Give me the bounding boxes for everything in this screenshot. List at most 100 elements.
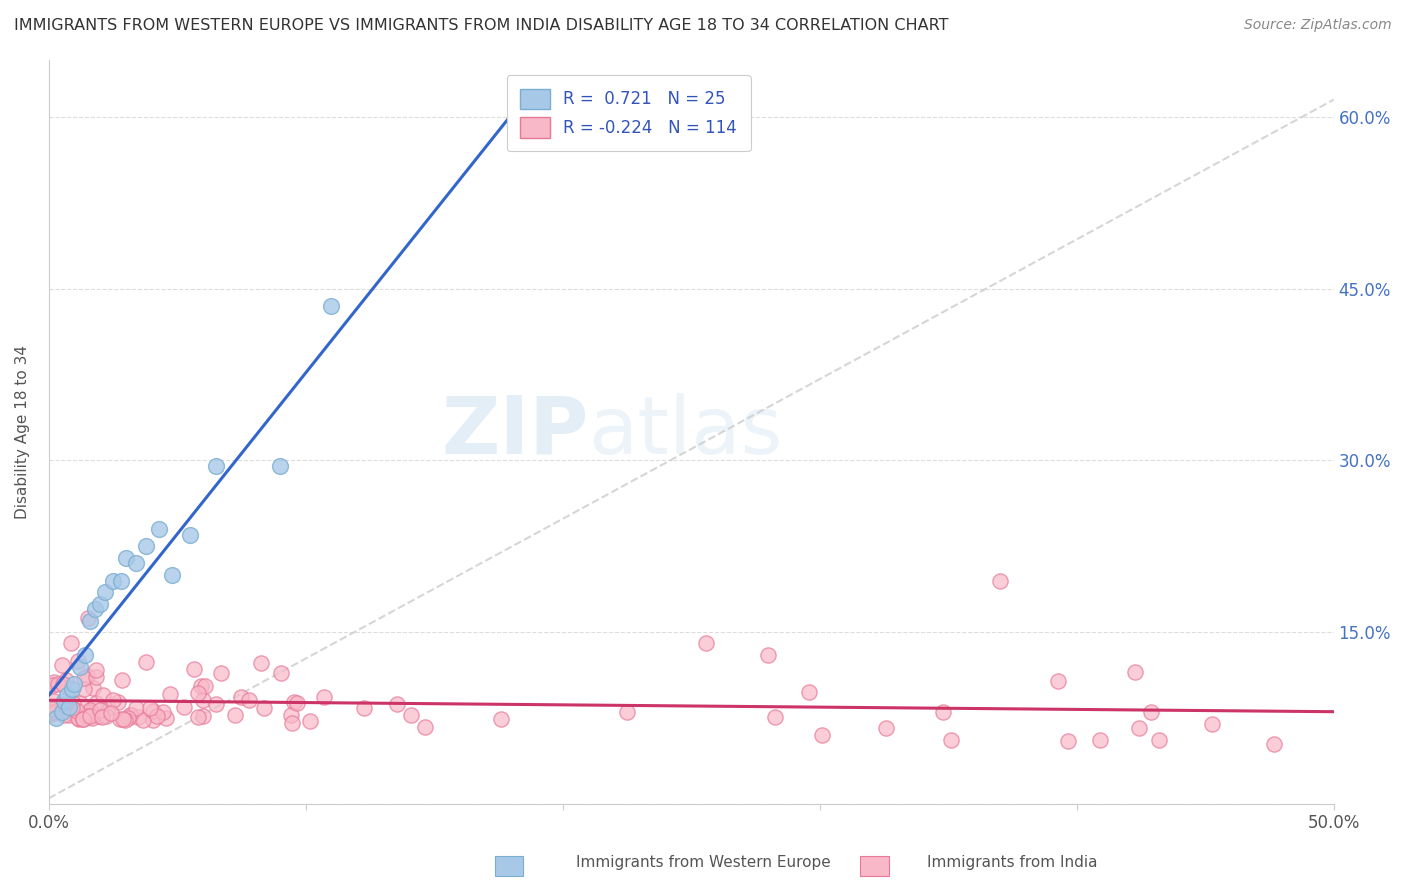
Point (58, 707, 80, 722)
Point (321, 299, 343, 313)
Point (89, 703, 111, 717)
Point (67, 712, 90, 726)
Point (82, 707, 104, 722)
Point (1046, 673, 1069, 688)
Point (93, 688, 115, 702)
Point (142, 704, 165, 718)
Point (152, 705, 174, 719)
Point (86, 696, 108, 710)
Point (280, 707, 302, 722)
Point (82, 711, 104, 725)
Point (810, 729, 832, 743)
Point (77, 611, 100, 625)
Point (932, 706, 955, 720)
Point (142, 713, 165, 727)
Point (231, 690, 253, 704)
Point (224, 708, 246, 723)
Point (756, 648, 779, 662)
Point (108, 712, 131, 726)
Point (159, 687, 181, 701)
Point (79, 708, 101, 723)
Text: Immigrants from Western Europe: Immigrants from Western Europe (575, 855, 831, 870)
Text: Source: ZipAtlas.com: Source: ZipAtlas.com (1244, 18, 1392, 32)
Text: ZIP: ZIP (441, 392, 588, 471)
Point (1123, 665, 1146, 680)
Point (127, 710, 149, 724)
Point (1140, 706, 1163, 720)
Point (60, 682, 83, 697)
Point (79, 614, 101, 628)
Point (283, 696, 305, 710)
Point (135, 655, 157, 669)
Point (139, 701, 162, 715)
Point (1057, 734, 1080, 748)
Point (89, 708, 111, 723)
Point (44, 705, 66, 719)
Point (353, 701, 375, 715)
Point (73, 648, 96, 662)
Point (148, 522, 170, 536)
Point (110, 574, 132, 588)
Point (62, 697, 84, 711)
Point (100, 706, 122, 720)
Point (875, 722, 897, 736)
Point (413, 720, 436, 734)
Point (52, 677, 75, 691)
Point (72, 712, 94, 726)
Point (385, 698, 408, 712)
Point (41, 706, 63, 721)
Point (42, 693, 65, 707)
Point (55, 673, 77, 687)
Text: IMMIGRANTS FROM WESTERN EUROPE VS IMMIGRANTS FROM INDIA DISABILITY AGE 18 TO 34 : IMMIGRANTS FROM WESTERN EUROPE VS IMMIGR… (14, 18, 949, 33)
Point (269, 459, 291, 474)
Point (253, 701, 276, 715)
Point (120, 707, 142, 722)
Point (53, 707, 76, 722)
Point (280, 716, 302, 731)
Point (1088, 733, 1111, 747)
Point (312, 690, 335, 705)
Point (91, 710, 114, 724)
Point (76, 669, 98, 683)
Point (125, 557, 148, 571)
Point (191, 708, 214, 723)
Point (191, 692, 214, 706)
Point (135, 539, 157, 553)
Point (238, 693, 260, 707)
Point (86, 663, 108, 677)
Point (84, 670, 107, 684)
Point (187, 710, 209, 724)
Point (59, 635, 82, 649)
Y-axis label: Disability Age 18 to 34: Disability Age 18 to 34 (15, 345, 30, 519)
Point (111, 712, 134, 726)
Point (1147, 733, 1170, 747)
Point (763, 709, 786, 723)
Point (204, 459, 226, 474)
Point (42, 678, 65, 692)
Point (111, 673, 134, 687)
Point (990, 574, 1012, 588)
Point (51, 657, 73, 672)
Text: Immigrants from India: Immigrants from India (927, 855, 1098, 870)
Point (124, 700, 146, 714)
Point (73, 671, 96, 685)
Point (75, 709, 97, 723)
Point (616, 705, 638, 719)
Point (285, 696, 308, 710)
Point (82, 681, 104, 695)
Point (183, 662, 205, 676)
Point (799, 685, 821, 699)
Point (117, 710, 139, 724)
Point (66, 704, 89, 718)
Point (489, 712, 512, 726)
Text: atlas: atlas (588, 392, 783, 471)
Point (513, 110, 536, 124)
Point (101, 574, 124, 588)
Point (190, 679, 212, 693)
Point (194, 679, 217, 693)
Point (42, 674, 65, 689)
Point (132, 713, 155, 727)
Point (146, 708, 169, 723)
Point (209, 666, 232, 681)
Point (55, 697, 77, 711)
